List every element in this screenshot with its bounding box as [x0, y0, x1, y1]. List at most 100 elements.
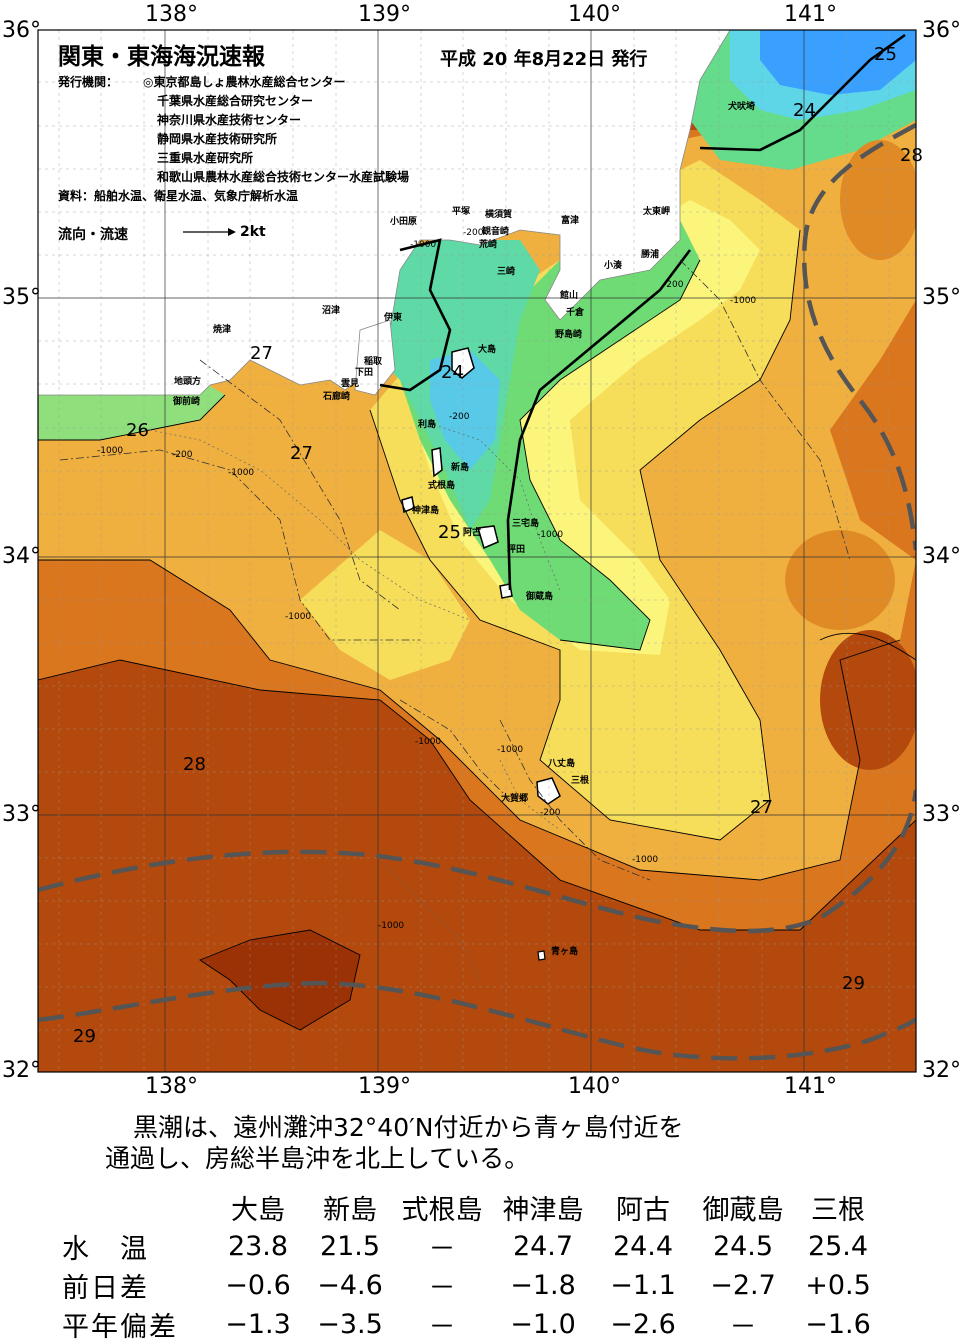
table-cell: － — [428, 1273, 456, 1304]
flow-legend-label: 流向・流速 — [58, 227, 128, 243]
place-arasaki: 荒崎 — [479, 240, 498, 250]
lon-label-140-bottom: 140° — [568, 1074, 621, 1099]
place-chikura: 千倉 — [566, 308, 585, 318]
depth-label: -1000 — [378, 921, 405, 931]
issue-date: 平成 20 年8月22日 発行 — [440, 49, 648, 70]
table-cell: −1.8 — [510, 1270, 576, 1301]
depth-label: -1000 — [537, 530, 564, 540]
table-cell: −4.6 — [317, 1270, 383, 1301]
table-row: 前日差 −0.6 −4.6 － −1.8 −1.1 −2.7 +0.5 — [62, 1266, 878, 1305]
isotherm-label: 29 — [842, 973, 865, 994]
isotherm-bold — [379, 33, 906, 591]
place-aogashima: 青ヶ島 — [551, 947, 579, 957]
sea-temperature-map — [37, 29, 917, 1073]
lat-label-32-right: 32° — [922, 1058, 961, 1083]
table-header-row: 大島 新島 式根島 神津島 阿古 御蔵島 三根 — [62, 1188, 878, 1227]
col-mikurajima: 御蔵島 — [702, 1195, 784, 1226]
isotherm-label: 28 — [900, 145, 923, 166]
zone-ne-23 — [760, 30, 916, 95]
place-ito: 伊東 — [384, 313, 403, 323]
depth-label: -1000 — [497, 745, 524, 755]
isotherm-label: 27 — [750, 797, 773, 818]
col-niijima: 新島 — [323, 1195, 377, 1226]
lat-label-34: 34° — [2, 544, 41, 569]
place-niijima: 新島 — [451, 463, 470, 473]
issuer-4: 三重県水産研究所 — [157, 151, 254, 165]
place-taitomisaki: 太東岬 — [643, 207, 671, 217]
isotherm-label: 25 — [874, 44, 897, 65]
place-toshima: 利島 — [418, 420, 437, 430]
lon-label-139: 139° — [358, 2, 411, 27]
table-cell: 25.4 — [807, 1231, 869, 1262]
depth-label: -1000 — [415, 737, 442, 747]
col-shikinejima: 式根島 — [401, 1195, 483, 1226]
zone-28-east-warm — [785, 530, 895, 630]
map-frame — [37, 29, 917, 1073]
depth-label: -200 — [663, 280, 684, 290]
place-kumomi: 雲見 — [341, 379, 360, 389]
place-yaizu: 焼津 — [213, 325, 232, 335]
zone-24 — [430, 350, 500, 470]
place-oshima: 大島 — [478, 345, 497, 355]
zone-28-east-warm2 — [840, 140, 916, 260]
depth-label: -1000 — [730, 296, 757, 306]
place-hachijojima: 八丈島 — [548, 759, 576, 769]
col-mitsune: 三根 — [811, 1195, 865, 1226]
land-hachijojima — [536, 777, 561, 805]
depth-label: -1000 — [228, 468, 255, 478]
land-aogashima — [537, 950, 546, 961]
land-niijima — [431, 447, 443, 478]
place-tsubota: 坪田 — [507, 545, 526, 555]
kuroshio-summary: 黒潮は、遠州灘沖32°40′N付近から青ヶ島付近を 通過し、房総半島沖を北上して… — [0, 1112, 969, 1174]
kuroshio-axis — [38, 123, 916, 1061]
place-mitsune: 三根 — [571, 776, 590, 786]
land-izu-peninsula — [354, 319, 396, 396]
place-yokosuka: 横須賀 — [485, 210, 513, 220]
issuer-0: ◎東京都島しょ農林水産総合センター — [143, 75, 346, 89]
place-tateyama: 館山 — [560, 291, 579, 301]
flow-legend-speed: 2kt — [240, 224, 266, 240]
issuer-5: 和歌山県農林水産総合技術センター水産試験場 — [157, 170, 410, 184]
place-misaki: 三崎 — [497, 267, 516, 277]
lon-label-141-bottom: 141° — [784, 1074, 837, 1099]
zone-30-core — [200, 930, 360, 1030]
lon-label-140: 140° — [568, 2, 621, 27]
table-cell: −1.1 — [610, 1270, 676, 1301]
lat-label-33-right: 33° — [922, 802, 961, 827]
place-shimoda: 下田 — [355, 368, 374, 378]
land-kozushima — [401, 496, 415, 514]
issuers-label: 発行機関： — [58, 75, 119, 89]
isotherm-label: 27 — [250, 343, 273, 364]
place-katsuura: 勝浦 — [641, 250, 660, 260]
graticule — [38, 30, 916, 1072]
depth-label: -200 — [540, 808, 561, 818]
table-cell: 24.5 — [712, 1231, 774, 1262]
table-cell: 24.4 — [612, 1231, 674, 1262]
depth-label: -200 — [449, 412, 470, 422]
depth-contours — [59, 259, 851, 881]
lat-label-36: 36° — [2, 18, 41, 43]
depth-label: -200 — [172, 450, 193, 460]
lat-label-35: 35° — [2, 285, 41, 310]
place-kannonzaki: 観音崎 — [482, 227, 510, 237]
issuer-3: 静岡県水産技術研究所 — [157, 132, 278, 146]
table-cell: 23.8 — [227, 1231, 289, 1262]
zone-29-east — [820, 630, 916, 770]
place-futtsu: 富津 — [561, 216, 580, 226]
table-row: 水 温 23.8 21.5 － 24.7 24.4 24.5 25.4 — [62, 1227, 878, 1266]
lon-label-138: 138° — [145, 2, 198, 27]
place-odawara: 小田原 — [390, 217, 418, 227]
table-cell: － — [428, 1234, 456, 1265]
place-mikurajima: 御蔵島 — [526, 592, 554, 602]
summary-line-2: 通過し、房総半島沖を北上している。 — [105, 1144, 530, 1173]
data-sources: 資料：船舶水温、衛星水温、気象庁解析水温 — [58, 189, 299, 203]
place-nojimazaki: 野島崎 — [555, 330, 583, 340]
station-temperature-table: 大島 新島 式根島 神津島 阿古 御蔵島 三根 水 温 23.8 21.5 － … — [62, 1188, 878, 1344]
isotherm-label: 25 — [438, 522, 461, 543]
table-cell: +0.5 — [805, 1270, 871, 1301]
place-ako: 阿古 — [463, 528, 482, 538]
place-miyakejima: 三宅島 — [512, 519, 540, 529]
place-irozaki: 石廊崎 — [323, 392, 351, 402]
zone-25 — [400, 200, 700, 650]
lon-label-138-bottom: 138° — [145, 1074, 198, 1099]
